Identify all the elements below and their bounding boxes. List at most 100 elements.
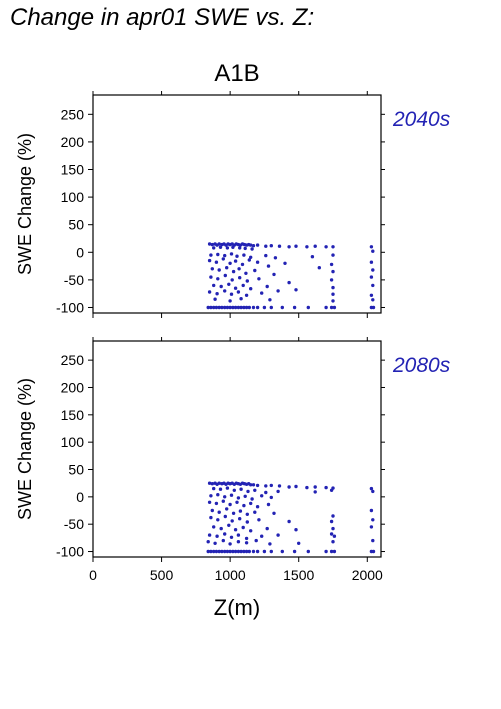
data-point [223,514,227,519]
data-point [213,541,217,545]
data-point [210,508,214,513]
y-tick-label: 250 [61,106,85,122]
x-tick-label: 500 [150,567,174,583]
data-point [371,538,375,543]
data-point [306,549,310,554]
data-point [329,549,334,554]
x-tick-label: 0 [89,567,97,583]
data-point [244,549,249,554]
data-point [236,549,241,554]
data-point [265,526,269,531]
data-point [217,242,221,246]
data-point [272,511,276,515]
data-point [331,514,335,518]
data-point [212,305,216,310]
data-point [227,523,231,527]
data-point [283,261,287,265]
data-point [317,266,321,270]
data-point [369,486,374,491]
data-point [239,297,243,301]
data-point [287,519,291,524]
data-point [225,305,230,310]
data-point [250,247,254,251]
data-point [212,283,216,288]
data-point [329,488,334,492]
data-point [268,298,272,302]
data-point [213,297,217,301]
data-point [266,264,271,268]
data-point [206,305,210,310]
data-point [223,495,227,499]
data-point [332,305,337,310]
data-point [236,533,241,537]
data-point [264,490,268,495]
data-point [207,481,212,485]
data-point [238,509,243,513]
data-point [219,526,223,531]
data-point [225,266,229,270]
data-point [209,275,213,279]
y-tick-label: 100 [61,189,85,205]
data-point [233,305,238,310]
data-point [215,534,219,538]
data-point [331,299,335,303]
data-point [331,292,335,296]
x-tick-label: 1500 [283,567,314,583]
y-tick-label: 150 [61,407,85,423]
data-point [212,246,216,250]
data-point [292,305,297,310]
data-point [223,273,227,278]
data-point [371,283,375,288]
data-point [313,490,317,494]
data-point [297,541,301,545]
data-point [246,489,250,494]
data-point [287,485,291,489]
data-point [251,244,256,248]
data-point [269,483,273,488]
period-label: 2080s [392,354,451,377]
data-point [228,305,232,310]
data-point [369,508,374,513]
data-point [212,525,216,529]
data-point [229,252,234,256]
y-tick-label: -50 [64,272,84,288]
data-point [269,244,273,248]
data-point [369,275,374,279]
data-point [331,526,335,531]
data-point [212,549,216,554]
data-point [331,285,335,290]
y-tick-label: -100 [56,299,84,315]
y-tick-label: 0 [76,244,84,260]
data-point [255,243,260,247]
data-point [216,277,220,281]
data-point [294,484,298,489]
data-point [324,305,328,310]
data-point [209,515,213,520]
data-point [207,533,212,537]
data-point [207,290,212,294]
chart-panel-2040s: -100 -50 0 50 100 150 200 250 SWE Change (%) 2040… [15,91,451,318]
data-point [294,288,298,292]
data-point [228,542,232,546]
data-point [262,549,267,554]
data-point [214,549,219,554]
data-point [313,485,317,489]
data-point [276,289,280,293]
data-point [277,484,282,488]
data-point [236,496,241,500]
data-point [306,305,310,310]
data-point [371,305,376,310]
data-point [242,549,246,554]
data-point [228,549,232,554]
data-point [329,305,334,310]
data-point [231,245,235,249]
data-point [277,244,282,248]
data-point [324,485,328,490]
data-point [236,540,241,544]
data-point [223,289,227,293]
data-point [207,242,212,246]
data-point [244,541,249,545]
data-point [371,249,375,253]
data-point [331,245,335,249]
data-point [260,534,264,538]
